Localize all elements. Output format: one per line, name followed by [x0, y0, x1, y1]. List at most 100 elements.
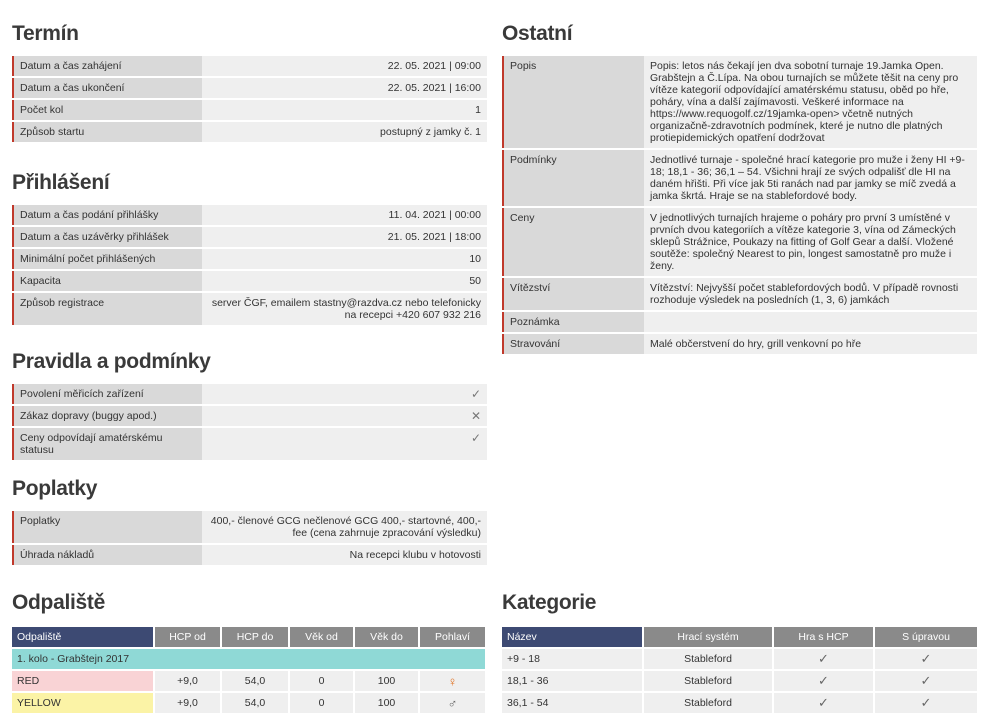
cell: 0	[290, 671, 353, 691]
info-row: Popis Popis: letos nás čekají jen dva sob…	[502, 56, 977, 148]
info-row: Poplatky 400,- členové GCG nečlenové GCG …	[12, 511, 487, 543]
info-row: Zákaz dopravy (buggy apod.) ✕	[12, 406, 487, 426]
section: Odpaliště Odpaliště HCP od HCP do Věk od Věk …	[12, 589, 487, 715]
column-header: Hrací systém	[644, 627, 772, 647]
cell: Stableford	[644, 693, 772, 713]
row-label: Datum a čas podání přihlášky	[12, 205, 202, 225]
row-label: Poplatky	[12, 511, 202, 543]
row-value: 10	[202, 249, 487, 269]
cell: +9 - 18	[502, 649, 642, 669]
table-row: YELLOW +9,0 54,0 0 100 ♂	[12, 693, 485, 713]
row-label: Datum a čas ukončení	[12, 78, 202, 98]
column-header: HCP do	[222, 627, 288, 647]
column-header: Věk do	[355, 627, 418, 647]
row-value: ✓	[202, 384, 487, 404]
row-value: Na recepci klubu v hotovosti	[202, 545, 487, 565]
row-label: Minimální počet přihlášených	[12, 249, 202, 269]
info-row: Počet kol 1	[12, 100, 487, 120]
column-header: Pohlaví	[420, 627, 485, 647]
cell: YELLOW	[12, 693, 153, 713]
info-row: Stravování Malé občerstvení do hry, grill…	[502, 334, 977, 354]
row-value: ✕	[202, 406, 487, 426]
cell: ✓	[875, 693, 977, 713]
info-row: Ceny V jednotlivých turnajích hrajeme o p…	[502, 208, 977, 276]
column-header: S úpravou	[875, 627, 977, 647]
section: Ostatní Popis Popis: letos nás čekají jen …	[502, 20, 977, 356]
section-title: Poplatky	[12, 477, 98, 500]
row-value: ✓	[202, 428, 487, 460]
row-label: Vítězství	[502, 278, 644, 310]
info-row: Minimální počet přihlášených 10	[12, 249, 487, 269]
row-value: Malé občerstvení do hry, grill venkovní …	[644, 334, 977, 354]
row-label: Stravování	[502, 334, 644, 354]
column-header: Věk od	[290, 627, 353, 647]
info-row: Datum a čas ukončení 22. 05. 2021 | 16:00	[12, 78, 487, 98]
section-title: Ostatní	[502, 22, 573, 45]
cell: ♀	[420, 671, 485, 691]
section: Termín Datum a čas zahájení 22. 05. 2021 |…	[12, 20, 487, 144]
column-header: Odpaliště	[12, 627, 153, 647]
row-label: Počet kol	[12, 100, 202, 120]
cell: ✓	[875, 671, 977, 691]
row-label: Povolení měřicích zařízení	[12, 384, 202, 404]
table-row: RED +9,0 54,0 0 100 ♀	[12, 671, 485, 691]
row-value: postupný z jamky č. 1	[202, 122, 487, 142]
row-label: Poznámka	[502, 312, 644, 332]
cell: 36,1 - 54	[502, 693, 642, 713]
table-row: +9 - 18 Stableford ✓ ✓	[502, 649, 977, 669]
info-row: Ceny odpovídají amatérskému statusu ✓	[12, 428, 487, 460]
row-label: Způsob startu	[12, 122, 202, 142]
row-value: Jednotlivé turnaje - společné hrací kate…	[644, 150, 977, 206]
info-row: Podmínky Jednotlivé turnaje - společné hr…	[502, 150, 977, 206]
row-label: Datum a čas zahájení	[12, 56, 202, 76]
row-label: Ceny odpovídají amatérskému statusu	[12, 428, 202, 460]
info-row: Způsob startu postupný z jamky č. 1	[12, 122, 487, 142]
cell: ✓	[875, 649, 977, 669]
header-row: Název Hrací systém Hra s HCP S úpravou	[502, 627, 977, 647]
row-value: 1	[202, 100, 487, 120]
info-row: Kapacita 50	[12, 271, 487, 291]
column-header: Hra s HCP	[774, 627, 873, 647]
row-label: Kapacita	[12, 271, 202, 291]
section: Přihlášení Datum a čas podání přihlášky 11…	[12, 169, 487, 327]
row-label: Ceny	[502, 208, 644, 276]
info-row: Úhrada nákladů Na recepci klubu v hotovos…	[12, 545, 487, 565]
table: Odpaliště HCP od HCP do Věk od Věk do Pohlaví…	[10, 625, 487, 715]
table-row: 36,1 - 54 Stableford ✓ ✓	[502, 693, 977, 713]
cell: RED	[12, 671, 153, 691]
cell: Stableford	[644, 671, 772, 691]
section-title: Pravidla a podmínky	[12, 350, 211, 373]
column-header: HCP od	[155, 627, 220, 647]
cell: ✓	[774, 693, 873, 713]
row-label: Zákaz dopravy (buggy apod.)	[12, 406, 202, 426]
info-row: Vítězství Vítězství: Nejvyšší počet stabl…	[502, 278, 977, 310]
section: Poplatky Poplatky 400,- členové GCG nečlen…	[12, 475, 487, 567]
cell: 0	[290, 693, 353, 713]
cell: 100	[355, 671, 418, 691]
section-title: Kategorie	[502, 591, 597, 614]
cell: 100	[355, 693, 418, 713]
header-row: Odpaliště HCP od HCP do Věk od Věk do Pohlaví	[12, 627, 485, 647]
cell: 54,0	[222, 693, 288, 713]
row-value: 22. 05. 2021 | 09:00	[202, 56, 487, 76]
section-title: Přihlášení	[12, 171, 110, 194]
row-value: 21. 05. 2021 | 18:00	[202, 227, 487, 247]
info-row: Datum a čas zahájení 22. 05. 2021 | 09:00	[12, 56, 487, 76]
cell: ♂	[420, 693, 485, 713]
row-value: 50	[202, 271, 487, 291]
info-row: Datum a čas podání přihlášky 11. 04. 2021…	[12, 205, 487, 225]
table: Název Hrací systém Hra s HCP S úpravou +9 - …	[500, 625, 979, 715]
info-row: Poznámka	[502, 312, 977, 332]
info-row: Povolení měřicích zařízení ✓	[12, 384, 487, 404]
row-value: 400,- členové GCG nečlenové GCG 400,- st…	[202, 511, 487, 543]
row-value: Popis: letos nás čekají jen dva sobotní …	[644, 56, 977, 148]
cell: +9,0	[155, 671, 220, 691]
section: Kategorie Název Hrací systém Hra s HCP S úpr…	[502, 589, 979, 715]
row-value	[644, 312, 977, 332]
row-label: Datum a čas uzávěrky přihlášek	[12, 227, 202, 247]
row-label: Podmínky	[502, 150, 644, 206]
info-row: Datum a čas uzávěrky přihlášek 21. 05. 20…	[12, 227, 487, 247]
section-title: Termín	[12, 22, 79, 45]
row-label: Úhrada nákladů	[12, 545, 202, 565]
